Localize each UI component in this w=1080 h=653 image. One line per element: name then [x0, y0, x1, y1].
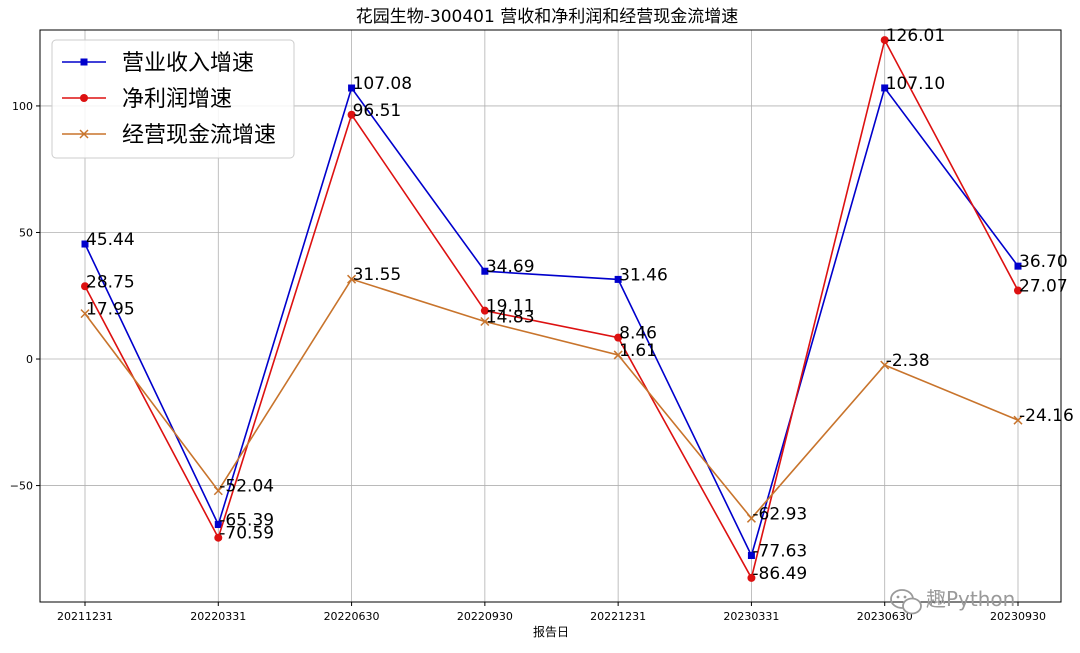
legend-entry: 净利润增速 — [62, 87, 232, 112]
data-label: 36.70 — [1019, 252, 1068, 272]
data-label: -77.63 — [752, 542, 807, 562]
data-label: -86.49 — [752, 564, 807, 584]
data-point — [1014, 262, 1022, 270]
x-marker-stroke — [1013, 415, 1023, 425]
x-marker-stroke — [613, 350, 623, 360]
y-tick-label: 50 — [19, 226, 33, 239]
x-tick-label: 20220930 — [457, 610, 513, 623]
x-tick-label: 20221231 — [590, 610, 646, 623]
data-point — [348, 84, 356, 92]
data-point — [213, 486, 223, 496]
series-2 — [81, 36, 1022, 582]
data-label: -2.38 — [886, 351, 930, 371]
data-label: -62.93 — [752, 504, 807, 524]
data-point — [347, 110, 356, 119]
legend-label: 净利润增速 — [122, 87, 232, 112]
data-point — [614, 333, 623, 342]
data-point — [614, 275, 622, 283]
data-label: 27.07 — [1019, 277, 1068, 297]
data-point — [747, 552, 755, 560]
data-label: 126.01 — [886, 26, 945, 46]
data-point — [81, 240, 89, 248]
y-tick-label: 100 — [12, 100, 33, 113]
x-marker-stroke — [213, 486, 223, 496]
data-label: -65.39 — [219, 511, 274, 531]
data-label: 34.69 — [486, 257, 535, 277]
x-marker-stroke — [880, 360, 890, 370]
series-layer — [80, 36, 1023, 582]
legend-marker — [80, 94, 88, 102]
series-line — [84, 86, 1019, 558]
chart-title: 花园生物-300401 营收和净利润和经营现金流增速 — [356, 7, 738, 27]
data-label: -24.16 — [1019, 406, 1074, 426]
series-1 — [81, 84, 1022, 560]
x-tick-label: 20220331 — [190, 610, 246, 623]
legend-entry: 营业收入增速 — [62, 51, 254, 76]
legend-entry: 经营现金流增速 — [62, 123, 276, 148]
watermark-text: 趣Python — [926, 587, 1015, 611]
data-point — [480, 306, 489, 315]
data-label: 8.46 — [619, 324, 657, 344]
x-marker-stroke — [347, 274, 357, 284]
x-marker-stroke — [746, 513, 756, 523]
x-tick-label: 20230331 — [723, 610, 779, 623]
data-label: 31.46 — [619, 265, 668, 285]
data-label: 96.51 — [353, 101, 402, 121]
x-marker-stroke — [79, 129, 89, 139]
legend-label: 营业收入增速 — [122, 51, 254, 76]
data-label: -70.59 — [219, 524, 274, 544]
data-point — [214, 521, 222, 529]
legend-box — [51, 39, 295, 159]
x-tick-label: 20230930 — [990, 610, 1046, 623]
x-marker-stroke — [480, 316, 490, 327]
data-point — [881, 84, 889, 92]
series-line — [84, 278, 1019, 520]
data-point — [481, 267, 489, 275]
x-tick-label: 20220630 — [324, 610, 380, 623]
legend-marker — [80, 58, 88, 66]
data-point — [81, 282, 89, 291]
data-point — [880, 36, 889, 45]
data-label: 14.83 — [486, 307, 535, 327]
x-tick-label: 20211231 — [57, 610, 113, 623]
data-point — [1013, 415, 1023, 425]
legend-marker — [79, 129, 89, 139]
series-3 — [80, 274, 1023, 523]
data-label: 107.10 — [886, 74, 945, 94]
y-tick-label: −50 — [10, 480, 33, 493]
wechat-icon — [890, 589, 922, 615]
data-label: 19.11 — [486, 297, 535, 317]
data-point — [480, 316, 490, 327]
data-label: 17.95 — [86, 300, 135, 320]
grid — [40, 30, 1061, 602]
data-label: 107.08 — [353, 74, 412, 94]
data-label: 31.55 — [353, 265, 402, 285]
data-labels: 45.44 -65.39 107.08 34.69 31.46 -77.63 107.10 3… — [86, 26, 1074, 584]
data-label: 45.44 — [86, 230, 135, 250]
x-marker-stroke — [80, 309, 90, 319]
axes: 20211231 20220331 20220630 20220930 20221231… — [10, 29, 1062, 623]
data-point — [347, 274, 357, 284]
x-tick-label: 20230630 — [857, 610, 913, 623]
x-axis-label: 报告日 — [533, 624, 569, 639]
data-point — [214, 533, 223, 542]
series-line — [84, 37, 1019, 581]
data-label: 1.61 — [619, 341, 657, 361]
data-point — [746, 513, 756, 523]
data-point — [1014, 286, 1022, 295]
data-label: 28.75 — [86, 272, 135, 292]
data-point — [80, 309, 90, 319]
data-point — [747, 573, 756, 582]
plot-frame — [39, 29, 1062, 603]
legend-label: 经营现金流增速 — [122, 123, 276, 148]
data-label: -52.04 — [219, 477, 274, 497]
y-tick-label: 0 — [26, 353, 33, 366]
data-point — [613, 350, 623, 360]
data-point — [880, 360, 890, 370]
watermark: 趣Python — [890, 587, 1015, 615]
